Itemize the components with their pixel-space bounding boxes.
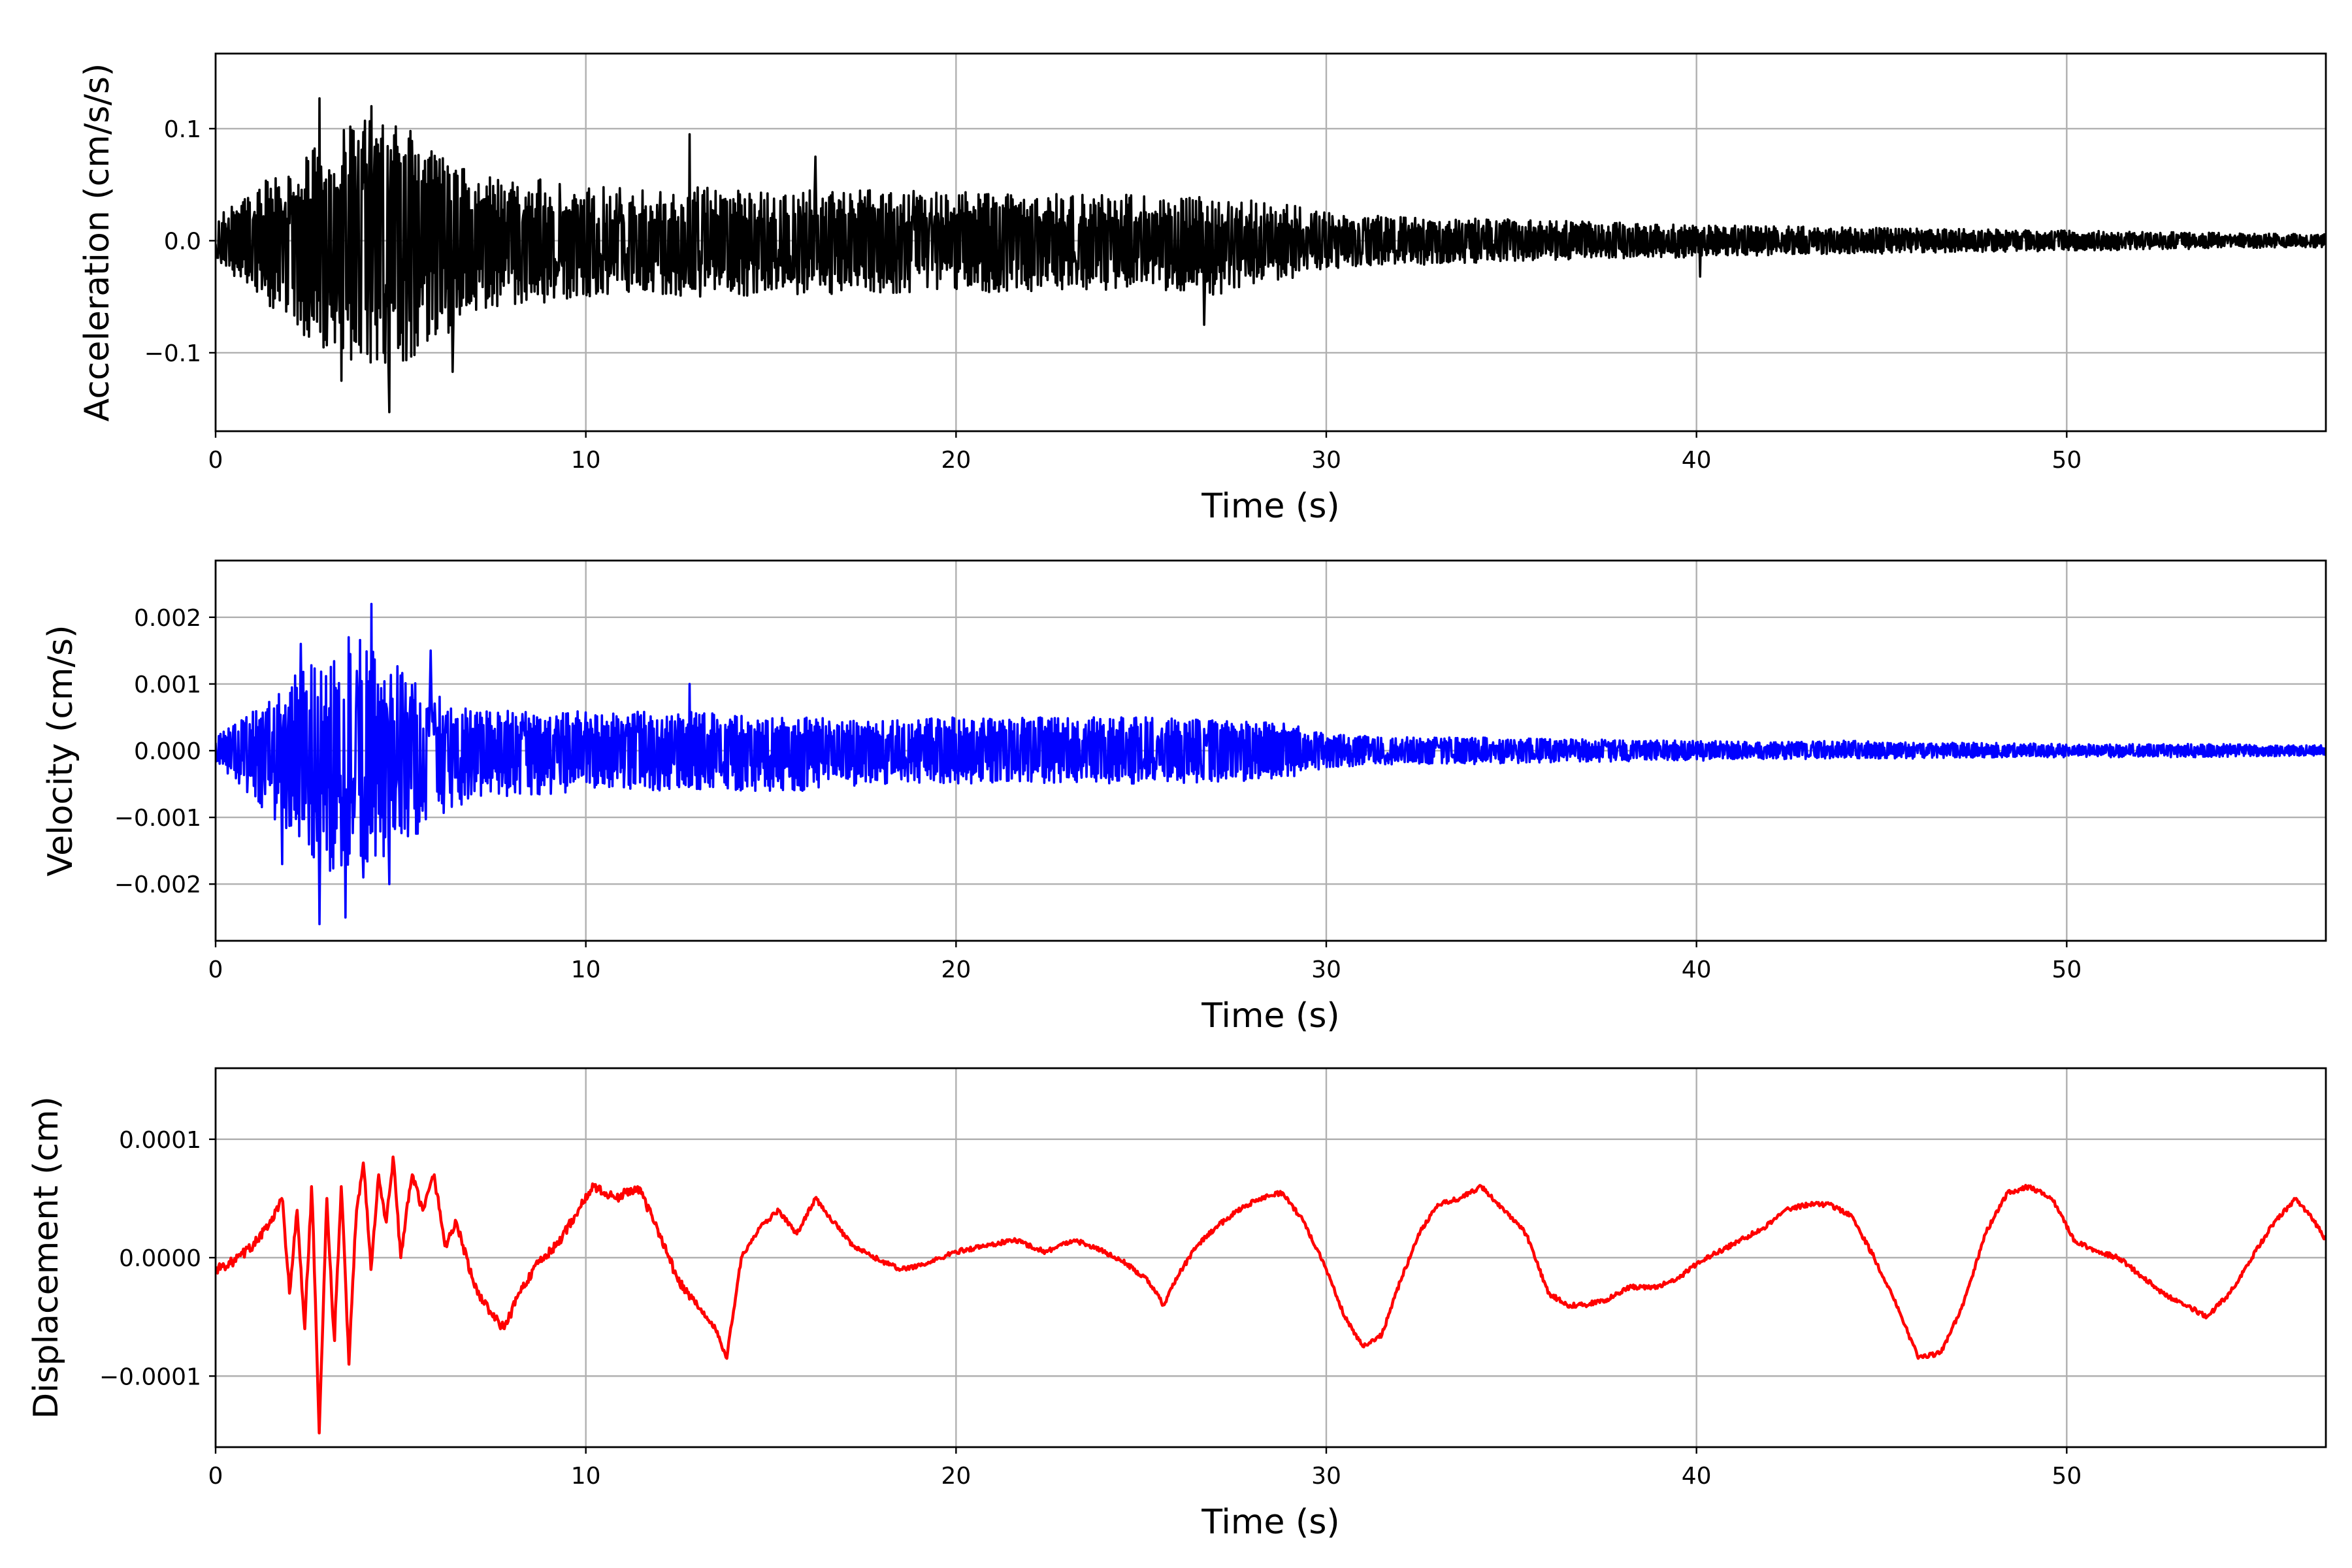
velocity-x-axis-title: Time (s) bbox=[1201, 996, 1339, 1036]
y-tick-label: −0.0001 bbox=[99, 1364, 201, 1390]
x-tick-label: 0 bbox=[208, 447, 223, 474]
y-tick-label: 0.0 bbox=[164, 228, 201, 255]
y-tick-label: −0.002 bbox=[114, 872, 201, 898]
x-tick-label: 50 bbox=[2051, 447, 2082, 474]
x-tick-label: 0 bbox=[208, 956, 223, 983]
y-tick-label: 0.0001 bbox=[119, 1127, 201, 1154]
velocity-panel: 0 10 20 30 40 50 −0.002 −0.001 0.000 0.001 0.002 Ti… bbox=[41, 559, 2327, 1036]
y-tick-label: 0.000 bbox=[134, 738, 201, 765]
y-tick-label: 0.1 bbox=[164, 116, 201, 143]
y-tick-label: 0.002 bbox=[134, 605, 201, 632]
displacement-x-axis-title: Time (s) bbox=[1201, 1503, 1339, 1542]
acceleration-axes-frame bbox=[214, 52, 2327, 433]
x-tick-label: 50 bbox=[2051, 1463, 2082, 1490]
x-tick-label: 10 bbox=[571, 1463, 601, 1490]
y-tick-label: 0.001 bbox=[134, 672, 201, 698]
x-tick-label: 10 bbox=[571, 956, 601, 983]
acceleration-y-axis-title: Acceleration (cm/s/s) bbox=[78, 63, 117, 422]
acceleration-panel: 0 10 20 30 40 50 −0.1 0.0 0.1 Time (s) Acceleratio… bbox=[78, 52, 2327, 526]
acceleration-x-axis-title: Time (s) bbox=[1201, 487, 1339, 526]
displacement-series-line bbox=[216, 1155, 2326, 1435]
y-tick-label: 0.0000 bbox=[119, 1245, 201, 1272]
x-tick-label: 20 bbox=[941, 447, 971, 474]
x-tick-label: 40 bbox=[1682, 447, 1712, 474]
subplot-panels: 0 10 20 30 40 50 −0.1 0.0 0.1 Time (s) Acceleratio… bbox=[27, 52, 2327, 1542]
velocity-y-axis-title: Velocity (cm/s) bbox=[41, 625, 80, 877]
acceleration-series-line bbox=[216, 97, 2326, 414]
x-tick-label: 30 bbox=[1311, 956, 1341, 983]
x-tick-label: 30 bbox=[1311, 447, 1341, 474]
x-tick-label: 40 bbox=[1682, 956, 1712, 983]
x-tick-label: 40 bbox=[1682, 1463, 1712, 1490]
y-tick-label: −0.001 bbox=[114, 805, 201, 832]
x-tick-label: 0 bbox=[208, 1463, 223, 1490]
x-tick-label: 20 bbox=[941, 956, 971, 983]
displacement-y-axis-title: Displacement (cm) bbox=[27, 1096, 66, 1419]
displacement-panel: 0 10 20 30 40 50 −0.0001 0.0000 0.0001 Time (s) Di… bbox=[27, 1067, 2327, 1542]
x-tick-label: 50 bbox=[2051, 956, 2082, 983]
x-tick-label: 10 bbox=[571, 447, 601, 474]
y-tick-label: −0.1 bbox=[144, 340, 201, 367]
x-tick-label: 30 bbox=[1311, 1463, 1341, 1490]
velocity-series-line bbox=[216, 602, 2326, 926]
displacement-gridlines bbox=[214, 1068, 2326, 1447]
x-tick-label: 20 bbox=[941, 1463, 971, 1490]
